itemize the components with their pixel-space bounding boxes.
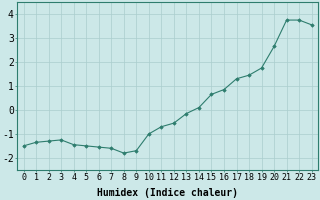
X-axis label: Humidex (Indice chaleur): Humidex (Indice chaleur)	[97, 188, 238, 198]
